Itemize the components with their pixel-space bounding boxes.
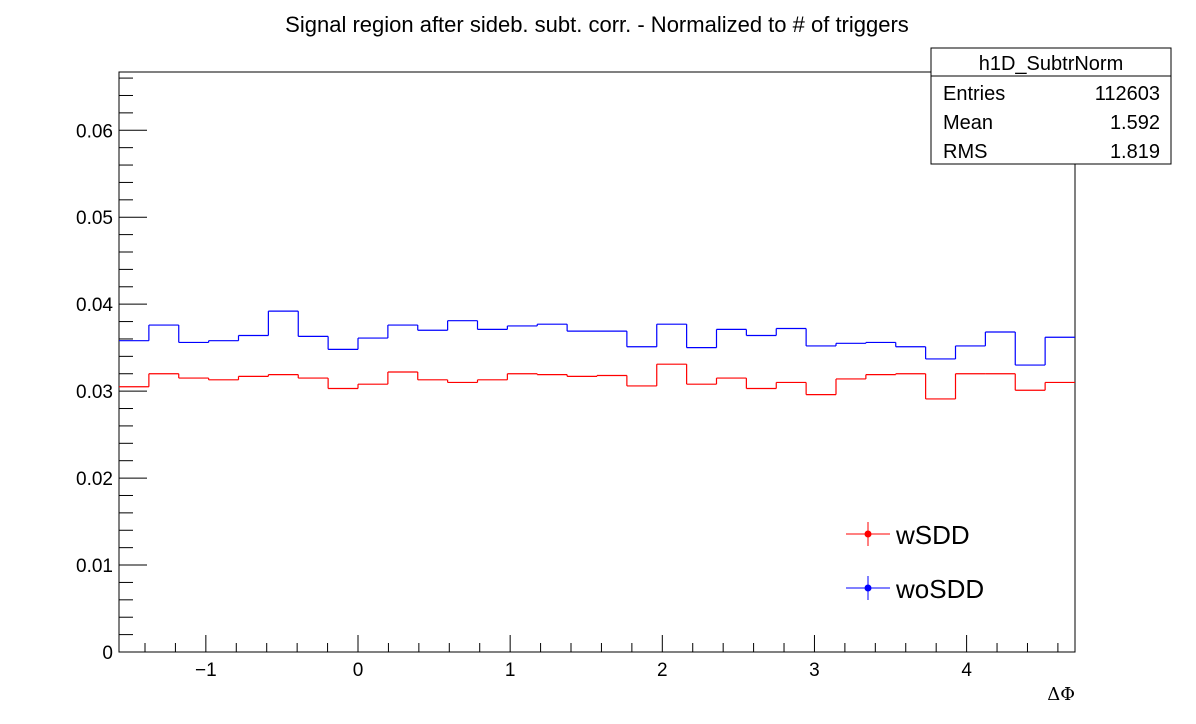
y-tick-label: 0.04 (76, 295, 113, 316)
y-tick-label: 0.03 (76, 382, 113, 403)
x-axis-label: ΔΦ (1047, 684, 1075, 705)
x-tick-label: 1 (505, 660, 516, 681)
stats-entries-value: 112603 (1095, 83, 1160, 105)
x-tick-label: 0 (353, 660, 364, 681)
legend-marker-wsdd (864, 530, 872, 538)
stats-rms-value: 1.819 (1110, 141, 1160, 163)
series-wosdd (119, 310, 1075, 366)
legend-entry-wosdd: woSDD (846, 574, 984, 604)
x-tick-label: −1 (195, 660, 217, 681)
stats-box-title: h1D_SubtrNorm (979, 53, 1124, 75)
legend: wSDD woSDD (846, 520, 984, 604)
stats-mean-label: Mean (943, 112, 993, 134)
x-tick-label: 2 (657, 660, 668, 681)
y-tick-label: 0.05 (76, 208, 113, 229)
legend-label-wosdd: woSDD (895, 574, 984, 604)
stats-box: h1D_SubtrNorm Entries 112603 Mean 1.592 … (930, 47, 1172, 165)
legend-entry-wsdd: wSDD (846, 520, 970, 550)
x-tick-label: 4 (961, 660, 972, 681)
y-tick-label: 0.06 (76, 121, 113, 142)
stats-mean-value: 1.592 (1110, 112, 1160, 134)
legend-label-wsdd: wSDD (895, 520, 970, 550)
chart-title: Signal region after sideb. subt. corr. -… (285, 12, 909, 37)
stats-rms-label: RMS (943, 141, 987, 163)
plot-frame (118, 71, 1076, 653)
stats-entries-label: Entries (943, 83, 1005, 105)
series-layer (119, 310, 1075, 400)
y-axis: 0 0.01 0.02 0.03 0.04 0.05 0.06 (76, 77, 147, 664)
x-tick-label: 3 (809, 660, 820, 681)
series-wsdd (119, 363, 1075, 400)
y-tick-label: 0.02 (76, 469, 113, 490)
y-tick-label: 0.01 (76, 556, 113, 577)
y-tick-label: 0 (102, 643, 113, 664)
legend-marker-wosdd (864, 584, 872, 592)
x-axis: −1 0 1 2 3 4 (144, 635, 1059, 681)
